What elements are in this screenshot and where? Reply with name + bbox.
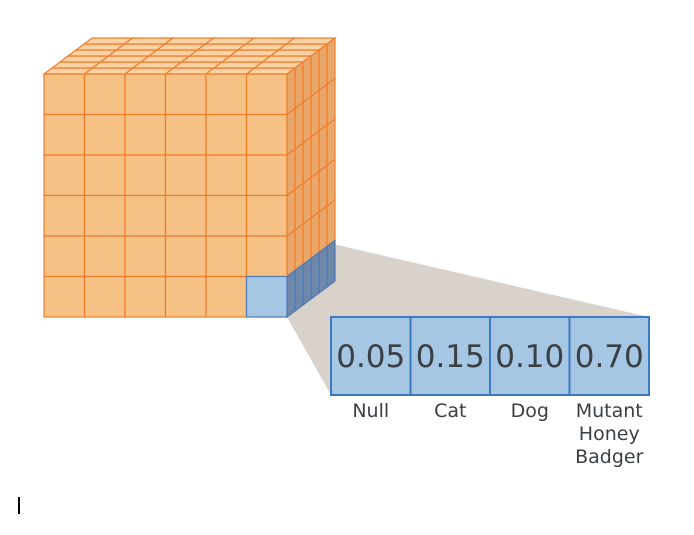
selected-cell [245, 275, 288, 318]
cube-side-cell [302, 95, 312, 145]
cube-side-cell [310, 129, 320, 179]
cube-front-cell [245, 194, 288, 237]
cube-front-cell [83, 275, 126, 318]
probability-value: 0.70 [575, 339, 644, 375]
cube-side-cell [326, 77, 336, 127]
cube-side-cell [302, 135, 312, 185]
cube-side-cell [286, 147, 296, 197]
class-label: Honey [579, 423, 640, 445]
class-label: Mutant [576, 400, 643, 422]
cube-side-cell [294, 182, 304, 232]
cube-front-cell [245, 113, 288, 156]
cube-side-cell [294, 222, 304, 272]
cube-front-cell [83, 73, 126, 116]
cube-front-cell [164, 154, 207, 197]
probability-cell [330, 316, 412, 396]
cube-front-cell [245, 154, 288, 197]
cube-front-cell [43, 154, 86, 197]
cube-front-cell [43, 235, 86, 278]
cube-side-selected-cell [286, 269, 296, 319]
cube-side-cell [294, 141, 304, 191]
class-label: Badger [575, 446, 643, 468]
cube-front-cell [164, 113, 207, 156]
cube-side-selected-cell [326, 239, 336, 289]
probability-box: 0.05 0.15 0.10 0.70 [330, 316, 650, 396]
cube-front-cell [43, 113, 86, 156]
cube-side-cell [286, 228, 296, 278]
cube-side-selected-cell [294, 263, 304, 313]
class-label: Dog [511, 400, 549, 422]
cube-front-cell [83, 154, 126, 197]
cube-side-cell [294, 60, 304, 110]
cube-front-cell [164, 73, 207, 116]
cube-side-selected-cell [318, 245, 328, 295]
probability-value: 0.15 [416, 339, 485, 375]
cube-side-selected-cell [310, 251, 320, 301]
cube-front-cell [205, 194, 248, 237]
cube-front-cell [83, 113, 126, 156]
cube-side-cell [318, 204, 328, 254]
cube-front-cell [205, 113, 248, 156]
cube-side-cell [318, 123, 328, 173]
cube-side-cell [294, 101, 304, 151]
cube-side-cell [326, 117, 336, 167]
cube-side-cell [302, 176, 312, 226]
cube-side-cell [286, 66, 296, 116]
probability-value: 0.10 [495, 339, 564, 375]
class-label: Null [352, 400, 389, 422]
cube-front-cell [43, 73, 86, 116]
feature-cube [42, 36, 337, 319]
class-label: Cat [434, 400, 466, 422]
cube-front-cell [43, 275, 86, 318]
cube-front-cell [124, 73, 167, 116]
cube-side-cell [326, 198, 336, 248]
cube-side-cell [318, 83, 328, 133]
cube-front-cell [205, 73, 248, 116]
cube-side-cell [310, 48, 320, 98]
cube-front-cell [124, 194, 167, 237]
projection-wedge [287, 244, 649, 395]
cube-side-cell [326, 158, 336, 208]
cube-front-cell [124, 154, 167, 197]
cube-side-cell [318, 42, 328, 92]
cube-front-cell [124, 113, 167, 156]
cube-side-cell [302, 216, 312, 266]
cube-front-cell [205, 154, 248, 197]
cube-front-cell [164, 235, 207, 278]
cube-side-cell [310, 89, 320, 139]
cube-front-cell [124, 235, 167, 278]
probability-value: 0.05 [336, 339, 405, 375]
text-cursor [18, 497, 20, 514]
cube-side-cell [310, 170, 320, 220]
probability-cell [568, 316, 650, 396]
cube-side-cell [302, 54, 312, 104]
cube-front-cell [83, 235, 126, 278]
cube-side-cell [286, 107, 296, 157]
cube-side-cell [318, 164, 328, 214]
cube-front-cell [43, 194, 86, 237]
cube-front-cell [83, 194, 126, 237]
cube-front-cell [245, 235, 288, 278]
cube-front-cell [245, 73, 288, 116]
cube-side-cell [310, 210, 320, 260]
cube-front-cell [124, 275, 167, 318]
cube-front-cell [164, 275, 207, 318]
cube-side-selected-cell [302, 257, 312, 307]
cube-side-cell [326, 36, 336, 86]
cube-front-cell [164, 194, 207, 237]
cube-front-cell [205, 275, 248, 318]
cube-side-cell [286, 188, 296, 238]
cube-front-cell [205, 235, 248, 278]
probability-cell [409, 316, 491, 396]
